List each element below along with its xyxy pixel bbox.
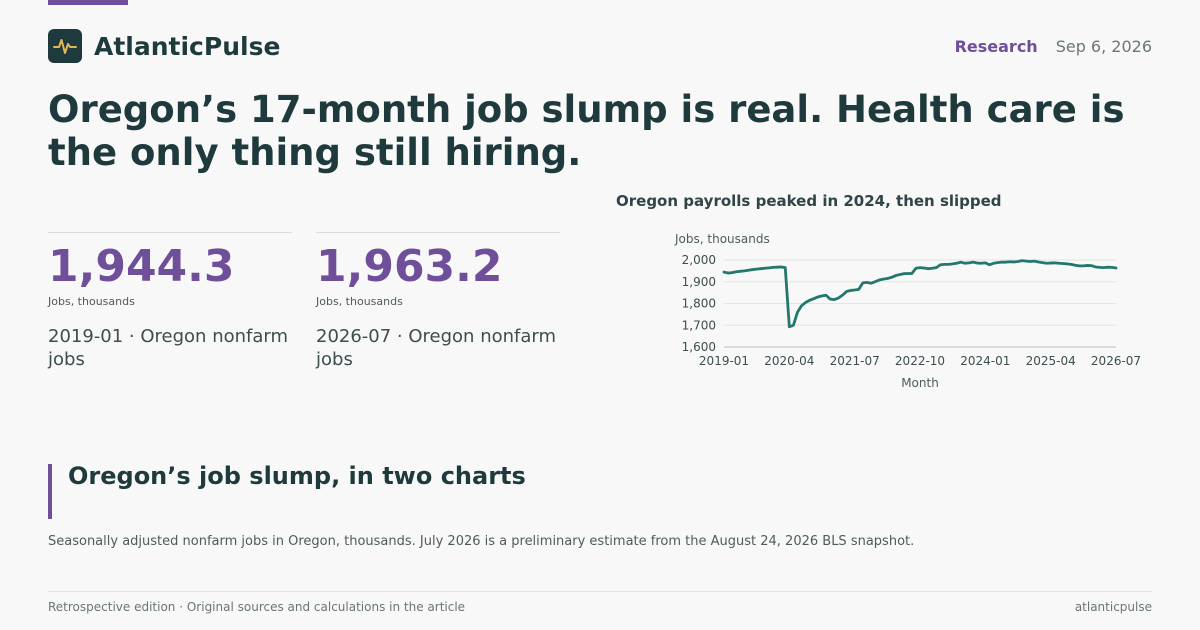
x-tick-label: 2022-10 [895,354,945,368]
headline: Oregon’s 17-month job slump is real. Hea… [48,88,1125,174]
y-tick-label: 2,000 [682,253,716,267]
x-tick-label: 2019-01 [699,354,749,368]
stat-card: 1,944.3 Jobs, thousands 2019-01 · Oregon… [48,232,292,371]
payrolls-line-chart: Jobs, thousands 1,600 1,700 1,800 1,900 2,00… [674,232,1141,390]
x-tick-labels: 2019-01 2020-04 2021-07 2022-10 2024-01 2025-… [699,354,1141,368]
x-tick-label: 2026-07 [1091,354,1141,368]
x-tick-label: 2024-01 [960,354,1010,368]
stat-card: 1,963.2 Jobs, thousands 2026-07 · Oregon… [316,232,560,371]
stat-value: 1,963.2 [316,241,503,292]
footer-note: Retrospective edition · Original sources… [48,600,466,614]
section-link[interactable]: Research [954,37,1038,56]
series-line [722,259,1118,329]
y-axis-label: Jobs, thousands [674,232,770,246]
chart-caption: Seasonally adjusted nonfarm jobs in Oreg… [48,534,915,549]
y-tick-label: 1,600 [682,340,716,354]
x-tick-label: 2021-07 [830,354,880,368]
stat-value: 1,944.3 [48,241,235,292]
y-tick-label: 1,700 [682,318,716,332]
x-axis-label: Month [901,376,939,390]
y-tick-labels: 1,600 1,700 1,800 1,900 2,000 [682,253,716,354]
pulse-icon [48,29,82,63]
stat-unit: Jobs, thousands [48,295,135,308]
y-tick-label: 1,800 [682,297,716,311]
brand[interactable]: AtlanticPulse [48,29,280,63]
stat-unit: Jobs, thousands [316,295,403,308]
footer-brand[interactable]: atlanticpulse [1074,600,1152,614]
footer-divider [48,591,1152,592]
section-title: Oregon’s job slump, in two charts [68,462,526,490]
section-accent-bar [48,464,52,519]
x-tick-label: 2025-04 [1026,354,1076,368]
header-meta: Research Sep 6, 2026 [955,37,1152,56]
brand-name: AtlanticPulse [94,31,281,61]
top-accent-bar [48,0,128,5]
x-tick-label: 2020-04 [764,354,814,368]
publish-date: Sep 6, 2026 [1055,37,1152,56]
grid-lines [724,259,1116,348]
stat-description: 2026-07 · Oregon nonfarm jobs [316,326,557,370]
y-tick-label: 1,900 [682,275,716,289]
chart-title: Oregon payrolls peaked in 2024, then sli… [616,192,1002,210]
stat-description: 2019-01 · Oregon nonfarm jobs [48,326,289,370]
